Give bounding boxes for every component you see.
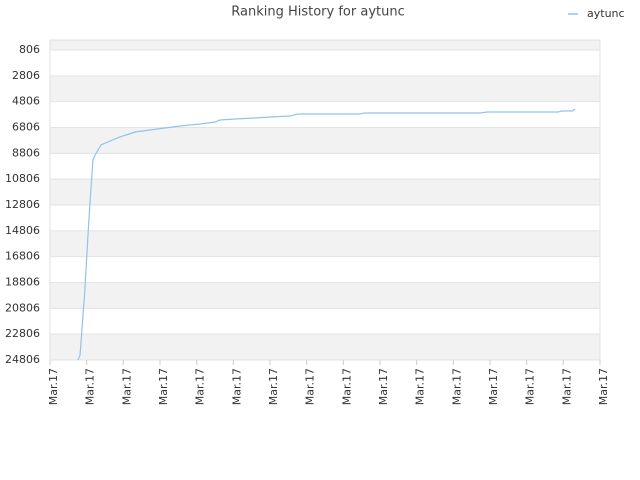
y-tick-label: 806 — [19, 43, 40, 56]
x-tick-label: Mar.17 — [414, 368, 427, 405]
y-tick-label: 2806 — [12, 69, 40, 82]
legend-label: aytunc — [587, 7, 625, 20]
x-tick-label: Mar.17 — [377, 368, 390, 405]
x-tick-label: Mar.17 — [84, 368, 97, 405]
y-tick-label: 14806 — [5, 224, 40, 237]
x-tick-label: Mar.17 — [450, 368, 463, 405]
x-tick-label: Mar.17 — [560, 368, 573, 405]
band — [50, 75, 600, 102]
x-tick-label: Mar.17 — [120, 368, 133, 405]
x-tick-label: Mar.17 — [597, 368, 610, 405]
band — [50, 179, 600, 206]
y-tick-label: 12806 — [5, 198, 40, 211]
y-tick-label: 24806 — [5, 353, 40, 366]
x-tick-label: Mar.17 — [47, 368, 60, 405]
x-tick-label: Mar.17 — [267, 368, 280, 405]
series-line — [77, 108, 576, 361]
chart-title: Ranking History for aytunc — [231, 5, 405, 20]
y-tick-label: 16806 — [5, 250, 40, 263]
y-tick-label: 22806 — [5, 327, 40, 340]
band — [50, 334, 600, 360]
x-tick-label: Mar.17 — [230, 368, 243, 405]
y-tick-label: 18806 — [5, 276, 40, 289]
x-tick-label: Mar.17 — [157, 368, 170, 405]
band — [50, 40, 600, 51]
y-tick-label: 8806 — [12, 146, 40, 159]
x-tick-label: Mar.17 — [487, 368, 500, 405]
x-tick-label: Mar.17 — [304, 368, 317, 405]
x-tick-label: Mar.17 — [524, 368, 537, 405]
y-tick-label: 20806 — [5, 301, 40, 314]
band — [50, 127, 600, 154]
x-tick-label: Mar.17 — [194, 368, 207, 405]
y-tick-label: 4806 — [12, 95, 40, 108]
x-tick-label: Mar.17 — [340, 368, 353, 405]
band — [50, 282, 600, 309]
band — [50, 230, 600, 257]
y-tick-label: 10806 — [5, 172, 40, 185]
y-tick-label: 6806 — [12, 121, 40, 134]
